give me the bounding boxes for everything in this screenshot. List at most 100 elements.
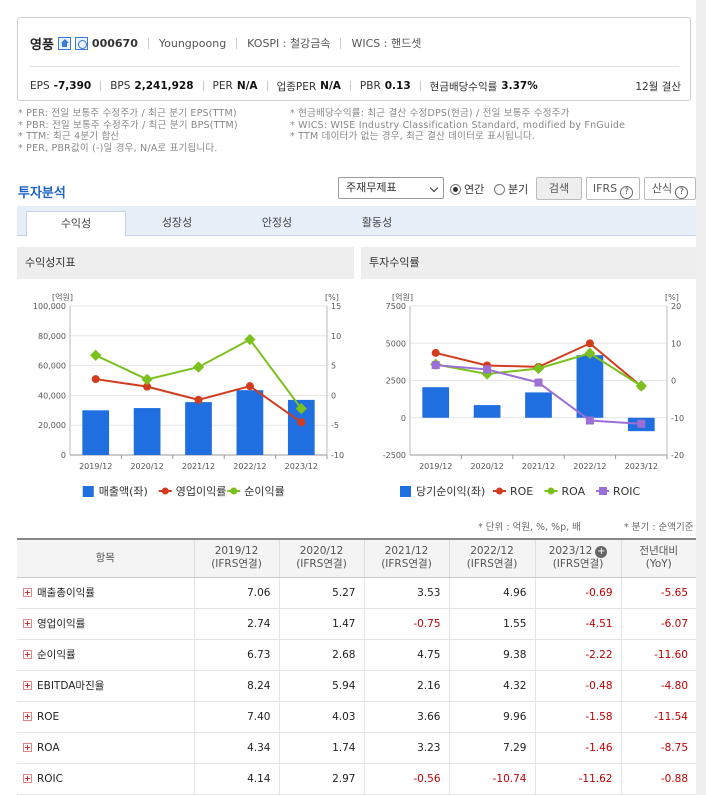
data-point [143,382,152,391]
investment-return-chart: 7500 20 5000 10 2500 0 0 -10 -2500 -20 [억원] [%] 2019… [383,292,684,498]
row-label-cell[interactable]: ROE [17,701,194,733]
table-row: 순이익률 6.73 2.68 4.75 9.38 -2.22 -11.60 [17,639,696,671]
notes-left: * PER: 전일 보통주 수정주가 / 최근 분기 EPS(TTM) * PB… [18,108,238,154]
expand-row-icon[interactable] [23,619,32,628]
y-left-tick-label: 20,000 [38,421,66,430]
x-tick-label: 2023/12 [285,462,318,471]
data-point [637,419,646,428]
legend-swatch [400,486,411,497]
y-left-tick-label: 0 [401,414,406,423]
column-header: 2019/12 (IFRS연결) [193,538,279,578]
table-row: EBITDA마진율 8.24 5.94 2.16 4.32 -0.48 -4.80 [17,670,696,702]
expand-columns-icon[interactable]: + [595,546,608,559]
legend-marker [496,487,503,495]
legend-marker [599,487,607,495]
company-name: 영풍 [30,37,54,53]
table-cell: 9.38 [448,639,535,671]
row-label-cell[interactable]: ROIC [17,763,194,795]
tab-profitability[interactable]: 수익성 [26,211,126,237]
industry-per-value: N/A [320,80,341,92]
y-left-tick-label: 7500 [386,302,406,311]
chart-icon[interactable] [74,36,88,50]
y-left-tick-label: 0 [61,451,66,460]
pbr-label: PBR [359,80,381,92]
divider [147,37,149,49]
radio-annual-dot[interactable] [450,183,461,195]
y-left-tick-label: 80,000 [38,332,66,341]
ifrs-help-button[interactable]: IFRS? [586,177,640,200]
row-label-cell[interactable]: 매출총이익률 [17,577,194,609]
expand-row-icon[interactable] [23,711,32,721]
pbr-value: 0.13 [384,80,411,92]
formula-help-button[interactable]: 산식? [644,177,696,200]
table-cell: 4.03 [278,701,364,733]
expand-row-icon[interactable] [23,773,32,783]
table-cell: 4.14 [193,763,279,795]
y-left-tick-label: 2500 [386,377,406,386]
row-label-cell[interactable]: 영업이익률 [17,608,194,640]
table-cell: 4.96 [448,577,535,609]
legend-label: 영업이익률 [176,485,227,498]
row-label-cell[interactable]: EBITDA마진율 [17,670,194,702]
y-left-axis-label: [억원] [392,292,413,302]
y-right-tick-label: 20 [671,302,681,311]
expand-row-icon[interactable] [23,650,32,659]
vertical-scrollbar[interactable] [696,0,706,795]
panel-title: 투자수익률 [361,247,696,279]
legend-label: 순이익률 [244,485,284,498]
column-header: 전년대비 (YoY) [620,538,696,578]
radio-quarter-dot[interactable] [494,183,505,195]
data-point [141,373,153,386]
table-cell: -11.62 [534,763,621,795]
row-label-cell[interactable]: ROA [17,732,194,764]
expand-row-icon[interactable] [23,681,32,690]
row-label: 순이익률 [37,649,76,661]
table-cell: 7.40 [193,701,279,733]
row-label: 매출총이익률 [37,587,95,599]
table-row: 매출총이익률 7.06 5.27 3.53 4.96 -0.69 -5.65 [17,577,696,609]
tab-activity[interactable]: 활동성 [361,216,393,229]
radio-annual-label: 연간 [464,183,485,196]
statement-type-select[interactable]: 주재무제표 [338,177,444,199]
note-line: * TTM: 최근 4분기 합산 [18,131,120,142]
tab-growth[interactable]: 성장성 [161,216,193,229]
note-line: * PER, PBR값이 (-)일 경우, N/A로 표기됩니다. [18,142,218,154]
valuation-metrics: EPS -7,390 BPS 2,241,928 PER N/A 업종PER N… [30,79,538,93]
row-label-cell[interactable]: 순이익률 [17,639,194,671]
table-cell: 4.32 [448,670,535,702]
search-button[interactable]: 검색 [536,177,582,200]
table-cell: 5.27 [278,577,364,609]
table-cell: 8.24 [193,670,279,702]
table-cell: 2.74 [193,608,279,640]
table-cell: -8.75 [620,732,696,764]
table-header-row: 항목 2019/12 (IFRS연결) 2020/12 (IFRS연결) 2021/… [17,538,696,578]
expand-row-icon[interactable] [23,588,32,597]
table-cell: -0.69 [534,577,621,609]
y-right-tick-label: 10 [671,339,681,348]
y-left-tick-label: 40,000 [38,391,66,400]
expand-row-icon[interactable] [23,742,32,752]
table-row: ROIC 4.14 2.97 -0.56 -10.74 -11.62 -0.88 [17,763,696,795]
table-cell: -2.22 [534,639,621,671]
table-cell: 1.47 [278,608,364,640]
tab-stability[interactable]: 안정성 [261,216,293,229]
table-row: 영업이익률 2.74 1.47 -0.75 1.55 -4.51 -6.07 [17,608,696,640]
company-title-row: 영풍 000670 Youngpoong KOSPI : 철강금속 WICS :… [30,35,421,53]
column-header: 2022/12 (IFRS연결) [448,538,535,578]
column-header: 2023/12 + (IFRS연결) [534,538,621,578]
row-label: ROE [37,710,60,723]
bar [236,390,264,455]
bps-label: BPS [110,80,131,92]
radio-annual[interactable]: 연간 [450,181,484,197]
table-cell: 2.97 [278,763,364,795]
y-right-tick-label: 10 [331,332,341,341]
x-tick-label: 2020/12 [130,462,163,471]
x-tick-label: 2019/12 [419,462,452,471]
radio-quarter[interactable]: 분기 [494,181,528,197]
y-right-tick-label: 0 [331,391,336,400]
y-left-axis-label: [억원] [52,292,73,302]
home-icon[interactable] [57,36,71,50]
industry-per-label: 업종PER [276,80,317,93]
bar [576,355,604,418]
notes-right: * 현금배당수익률: 최근 결산 수정DPS(현금) / 전일 보통주 수정주가… [290,108,625,143]
